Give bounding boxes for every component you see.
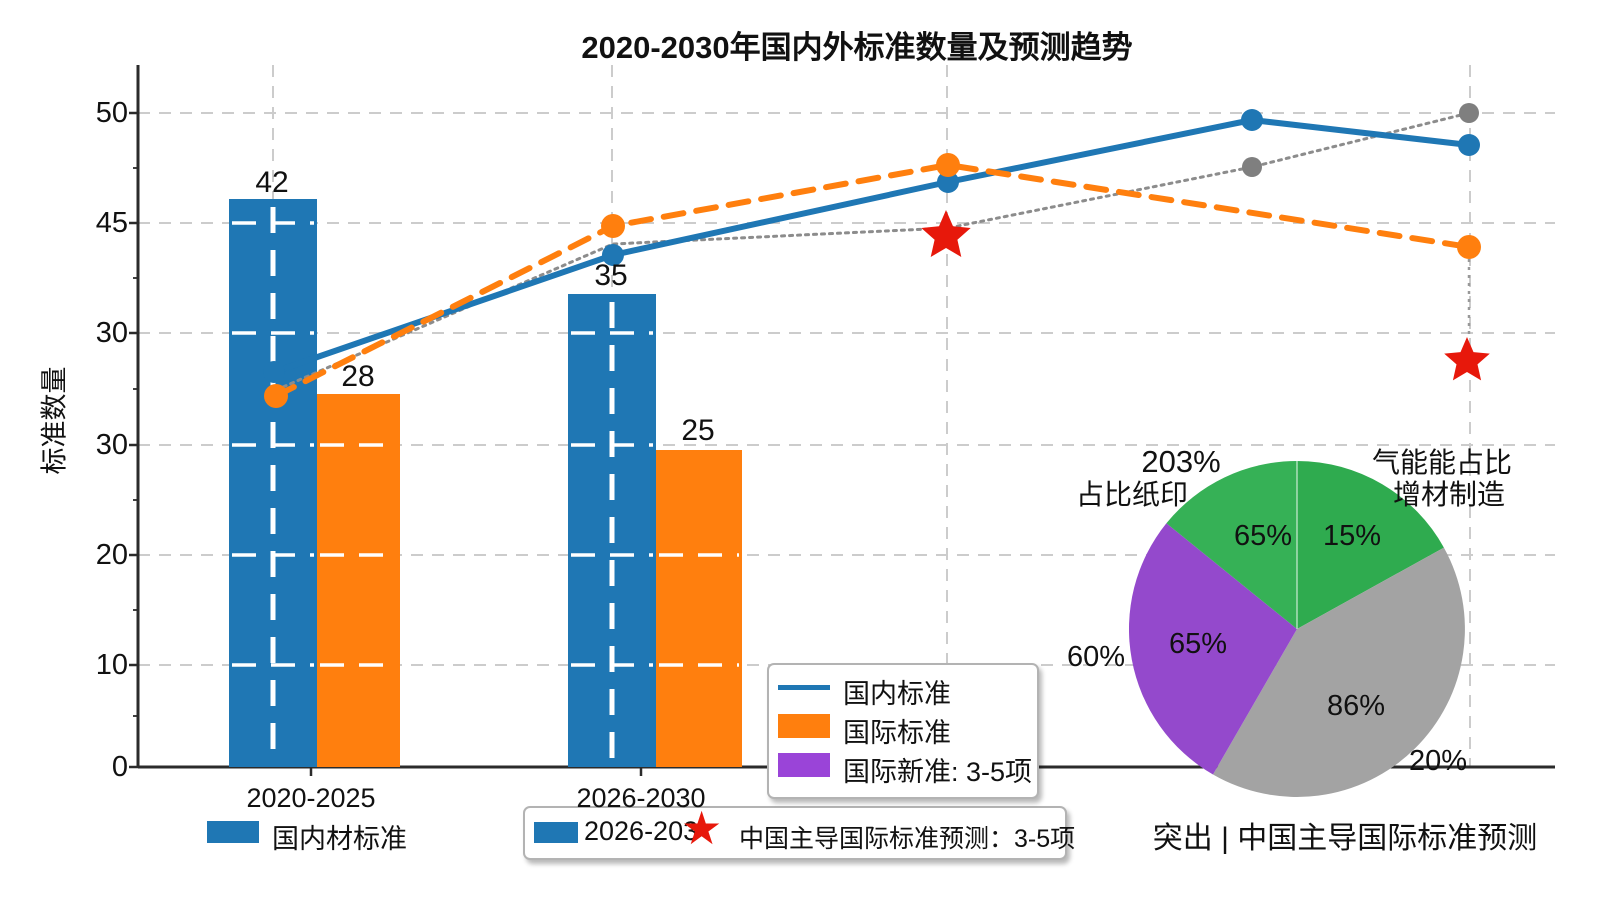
legend-swatch-domestic-bar	[207, 821, 259, 843]
pie-label-right-line2: 增材制造	[1392, 479, 1506, 510]
star-marker	[921, 210, 971, 257]
line-dot	[1241, 109, 1263, 131]
bar-value-label: 35	[594, 259, 628, 292]
line-dot	[1457, 235, 1481, 259]
pie-label-green-left: 65%	[1233, 520, 1293, 552]
line-dot	[602, 244, 624, 266]
pie-label-green-right: 15%	[1322, 520, 1382, 552]
line-dot	[263, 361, 285, 383]
line-dot	[1458, 134, 1480, 156]
line-dot	[1459, 103, 1479, 123]
line-dot	[601, 214, 625, 238]
y-tick-label: 45	[95, 207, 128, 239]
bar	[656, 450, 742, 767]
y-tick-label: 20	[95, 539, 128, 571]
line-dot	[937, 171, 959, 193]
legend-label-domestic-bar: 国内材标准	[272, 824, 407, 854]
legend-label-new-standard: 国际新准: 3-5项	[843, 757, 1033, 787]
pie-label-gray: 86%	[1326, 690, 1386, 722]
pie-label-zhanbi: 占比纸印	[1075, 479, 1189, 510]
legend-label-china-forecast: 中国主导国际标准预测：3-5项	[739, 825, 1076, 853]
y-tick-label: 30	[95, 429, 128, 461]
x-tick-label: 2026-2030	[576, 783, 706, 813]
pie-label-60pct: 60%	[1066, 641, 1126, 673]
line-dot	[1242, 157, 1262, 177]
trend-line-international	[273, 162, 1472, 399]
pie-label-20pct: 20%	[1408, 745, 1468, 777]
star-marker	[1444, 337, 1490, 381]
bar-value-label: 28	[341, 360, 375, 393]
star-icon: ★	[681, 802, 723, 854]
trend-line-forecast-gray	[274, 111, 1471, 392]
pie-slice	[1166, 460, 1297, 629]
pie-slice	[1213, 547, 1465, 797]
y-tick-label: 30	[95, 317, 128, 349]
pie-slice	[1297, 461, 1444, 629]
bar-value-label: 42	[255, 166, 289, 199]
legend-label-2026: 2026-203	[584, 816, 699, 846]
y-axis-label: 标准数量	[39, 366, 70, 475]
legend-label-domestic: 国内标准	[843, 679, 951, 709]
y-tick-label: 50	[95, 97, 128, 129]
legend-box-forecast	[523, 806, 1067, 860]
x-tick-label: 2020-2025	[246, 783, 376, 813]
line-dot	[936, 153, 960, 177]
legend-swatch-2026	[534, 822, 578, 843]
chart-title: 2020-2030年国内外标准数量及预测趋势	[581, 30, 1133, 65]
legend-swatch-international	[778, 714, 830, 738]
pie-slice	[1128, 523, 1297, 775]
legend-line-swatch-domestic	[778, 685, 830, 690]
pie-label-purple: 65%	[1168, 628, 1228, 660]
legend-label-international: 国际标准	[843, 718, 951, 748]
y-tick-label: 0	[111, 751, 128, 783]
bar	[317, 394, 400, 767]
pie-caption: 突出 | 中国主导国际标准预测	[1152, 822, 1538, 855]
line-dot	[264, 384, 288, 408]
legend-swatch-new-standard	[778, 753, 830, 777]
bar-value-label: 25	[681, 414, 715, 447]
pie-label-203pct: 203%	[1141, 444, 1221, 479]
pie-label-right-line1: 气能能占比	[1371, 447, 1513, 478]
y-tick-label: 10	[95, 649, 128, 681]
